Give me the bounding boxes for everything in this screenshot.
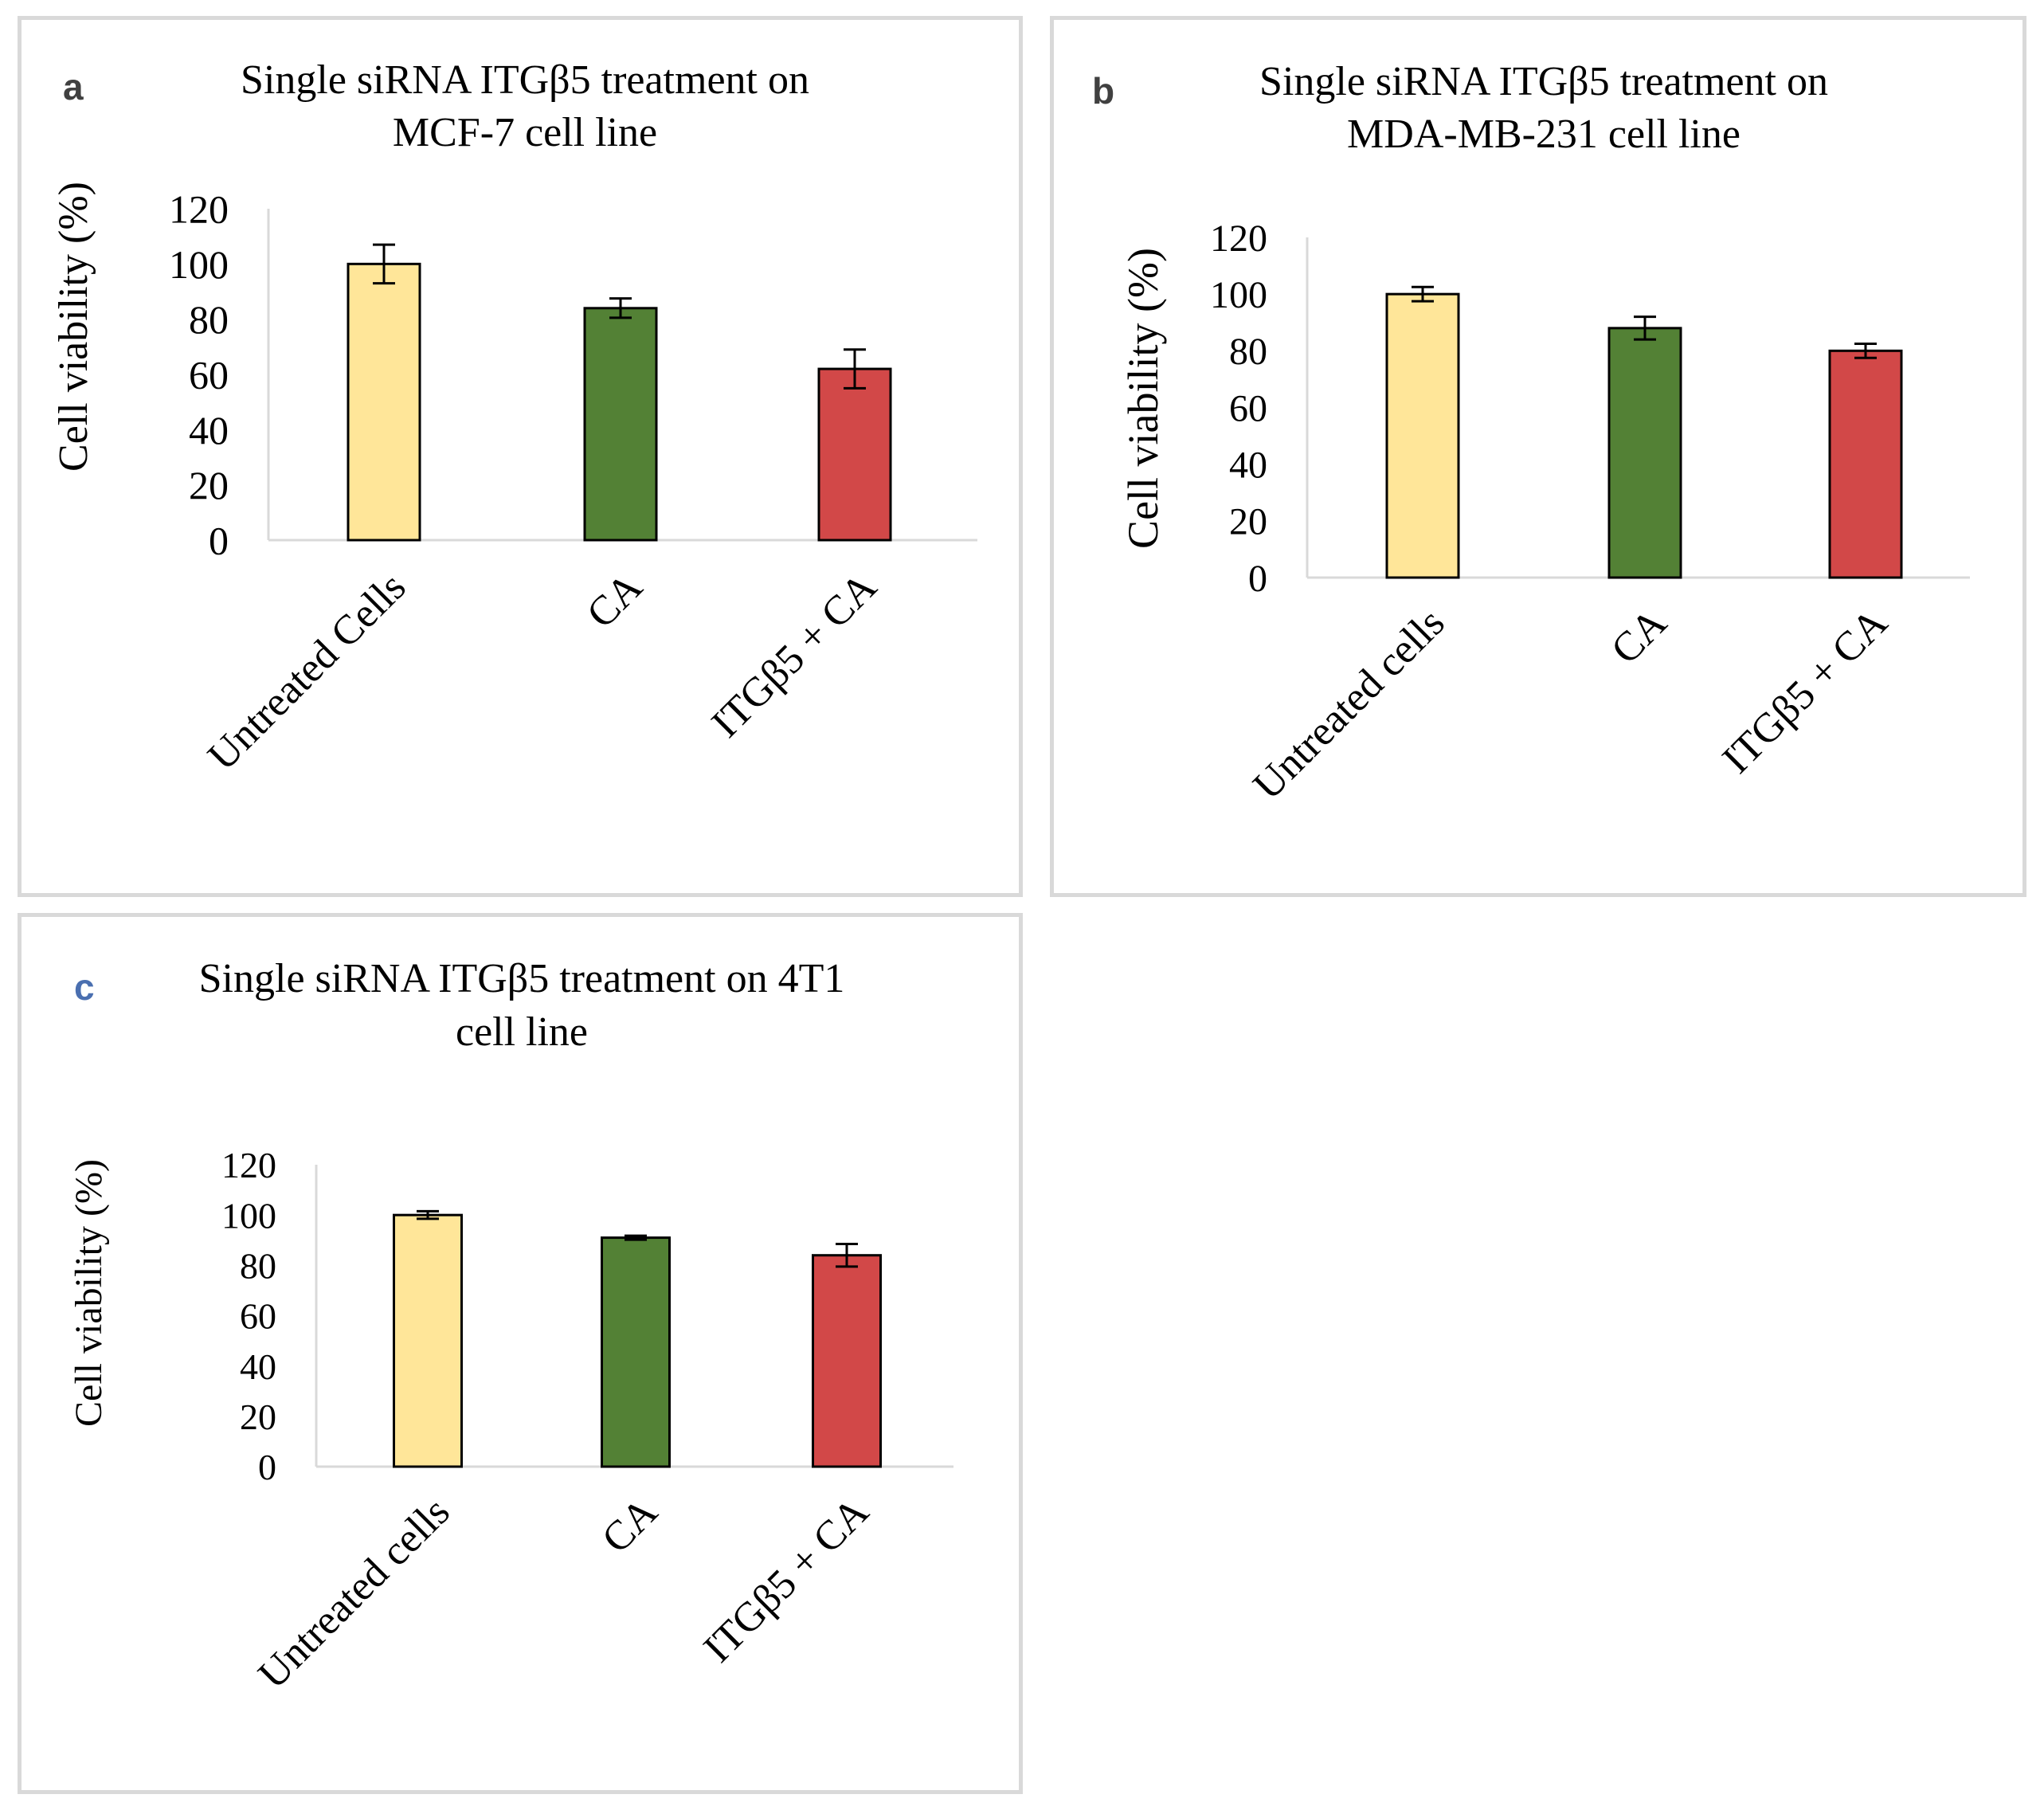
chart-panel-a: a Single siRNA ITGβ5 treatment on MCF-7 ce… bbox=[18, 16, 1023, 897]
chart-title-line-2: cell line bbox=[456, 1009, 588, 1055]
bar-2 bbox=[1607, 327, 1682, 579]
bar-1 bbox=[393, 1213, 463, 1468]
y-tick-label: 80 bbox=[189, 297, 229, 342]
bar-1 bbox=[347, 262, 421, 542]
y-tick-label: 60 bbox=[240, 1296, 276, 1337]
category-label-1: Untreated cells bbox=[1245, 600, 1454, 809]
y-tick-label: 100 bbox=[169, 242, 229, 287]
y-tick-label: 0 bbox=[209, 519, 229, 563]
y-tick-label: 120 bbox=[1210, 217, 1267, 260]
y-axis-label: Cell viability (%) bbox=[68, 1159, 110, 1427]
y-axis-label: Cell viability (%) bbox=[1119, 248, 1167, 549]
chart-title-line-1: Single siRNA ITGβ5 treatment on bbox=[241, 57, 809, 103]
bar-2 bbox=[583, 307, 658, 542]
chart-b-svg: b Single siRNA ITGβ5 treatment on MDA-MB-2… bbox=[1092, 59, 1970, 809]
bar-3 bbox=[812, 1254, 882, 1468]
category-label-1: Untreated cells bbox=[250, 1489, 459, 1698]
chart-title-line-1: Single siRNA ITGβ5 treatment on 4T1 bbox=[199, 956, 845, 1001]
panel-letter-a: a bbox=[63, 66, 84, 108]
bar-2 bbox=[601, 1236, 671, 1468]
chart-title-line-1: Single siRNA ITGβ5 treatment on bbox=[1259, 59, 1828, 104]
chart-panel-c: c Single siRNA ITGβ5 treatment on 4T1 cell… bbox=[18, 913, 1023, 1794]
y-tick-label: 0 bbox=[1248, 558, 1267, 600]
y-tick-label: 0 bbox=[258, 1447, 276, 1487]
category-label-3: ITGβ5 + CA bbox=[695, 1489, 878, 1671]
bar-3 bbox=[817, 367, 892, 542]
bar-3 bbox=[1828, 349, 1903, 579]
y-tick-label: 40 bbox=[189, 408, 229, 452]
bar-1 bbox=[1385, 292, 1460, 579]
y-axis-label: Cell viability (%) bbox=[51, 182, 96, 472]
y-tick-label: 60 bbox=[1229, 387, 1267, 429]
y-tick-label: 40 bbox=[240, 1346, 276, 1387]
chart-panel-b: b Single siRNA ITGβ5 treatment on MDA-MB-2… bbox=[1050, 16, 2026, 897]
chart-c-svg: c Single siRNA ITGβ5 treatment on 4T1 cell… bbox=[68, 956, 953, 1698]
y-tick-label: 120 bbox=[169, 187, 229, 232]
panel-letter-b: b bbox=[1092, 70, 1114, 112]
y-tick-label: 100 bbox=[221, 1195, 276, 1236]
y-tick-label: 120 bbox=[221, 1145, 276, 1185]
y-tick-label: 20 bbox=[1229, 501, 1267, 543]
category-label-2: CA bbox=[1603, 600, 1676, 673]
y-tick-label: 20 bbox=[189, 463, 229, 507]
category-label-2: CA bbox=[578, 564, 652, 637]
panel-letter-c: c bbox=[74, 966, 95, 1008]
y-tick-label: 100 bbox=[1210, 274, 1267, 316]
y-tick-label: 80 bbox=[240, 1245, 276, 1286]
category-label-1: Untreated Cells bbox=[199, 564, 414, 779]
chart-title-line-2: MCF-7 cell line bbox=[393, 110, 657, 155]
category-label-3: ITGβ5 + CA bbox=[703, 564, 886, 746]
y-tick-label: 60 bbox=[189, 353, 229, 398]
y-tick-label: 80 bbox=[1229, 331, 1267, 373]
category-label-3: ITGβ5 + CA bbox=[1714, 600, 1897, 782]
category-label-2: CA bbox=[593, 1489, 667, 1562]
y-tick-label: 40 bbox=[1229, 444, 1267, 486]
chart-title-line-2: MDA-MB-231 cell line bbox=[1347, 112, 1741, 157]
y-tick-label: 20 bbox=[240, 1397, 276, 1437]
chart-a-svg: a Single siRNA ITGβ5 treatment on MCF-7 ce… bbox=[51, 57, 977, 779]
